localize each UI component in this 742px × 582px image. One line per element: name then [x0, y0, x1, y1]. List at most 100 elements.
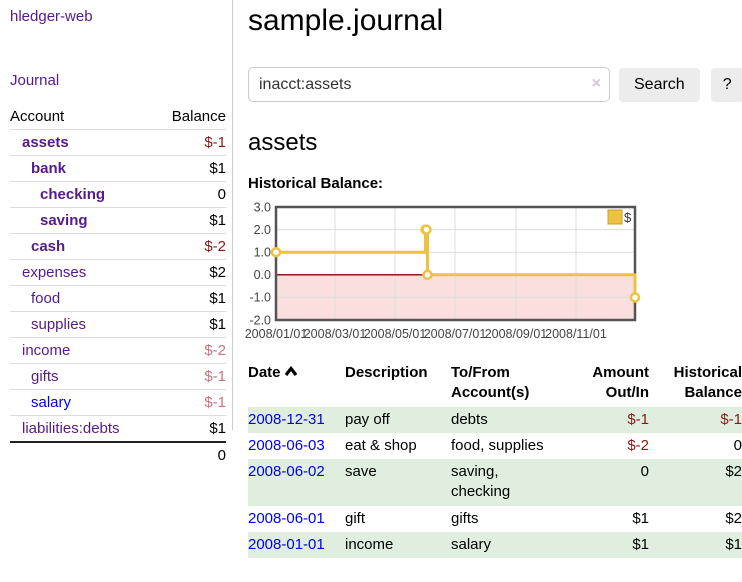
account-balance: $-2: [118, 233, 226, 260]
transaction-amount: $1: [632, 535, 649, 553]
app-title-link[interactable]: hledger-web: [10, 8, 93, 25]
account-row: expenses $2: [10, 259, 226, 286]
account-balance: $1: [118, 155, 226, 182]
account-link[interactable]: saving: [40, 212, 88, 229]
transaction-date-link[interactable]: 2008-01-01: [248, 535, 325, 553]
page-title: sample.journal: [248, 4, 444, 37]
search-input[interactable]: [248, 67, 610, 102]
accounts-total-value: 0: [118, 441, 226, 468]
account-row: bank $1: [10, 155, 226, 182]
chart-x-tick-label: 2008/07/01: [424, 327, 487, 341]
transaction-row: 2008-01-01 income salary $1 $1: [248, 531, 742, 558]
transaction-description: gift: [345, 509, 366, 527]
date-header-label: Date: [248, 364, 281, 381]
account-heading: assets: [248, 129, 318, 156]
account-balance: $2: [118, 259, 226, 286]
account-link[interactable]: income: [22, 342, 71, 359]
account-link[interactable]: bank: [31, 160, 67, 177]
sidebar-accounts-body: assets $-1 bank $1 checking 0 saving $1 cash $-2 e…: [10, 129, 226, 443]
transaction-description: income: [345, 535, 394, 553]
help-button[interactable]: ?: [710, 67, 742, 102]
account-balance: $1: [118, 285, 226, 312]
account-link[interactable]: checking: [40, 186, 106, 203]
chart-x-tick-label: 2008/09/01: [485, 327, 548, 341]
transaction-balance: $2: [725, 463, 742, 480]
account-balance: $1: [118, 207, 226, 234]
accounts-header-account: Account: [10, 104, 118, 130]
chart-x-tick-label: 2008/11/01: [545, 327, 607, 341]
accounts-table: Account Balance assets $-1 bank $1 checking 0…: [10, 104, 226, 468]
account-row: income $-2: [10, 337, 226, 364]
transaction-row: 2008-12-31 pay off debts $-1 $-1: [248, 406, 742, 433]
transaction-accounts: debts: [451, 410, 488, 428]
account-link[interactable]: supplies: [31, 316, 87, 333]
account-link[interactable]: liabilities:debts: [22, 420, 120, 437]
account-balance: $-1: [118, 389, 226, 416]
transaction-amount: 0: [640, 463, 649, 480]
transaction-date-link[interactable]: 2008-06-03: [248, 436, 325, 454]
transaction-balance: $1: [725, 535, 742, 553]
account-row: gifts $-1: [10, 363, 226, 390]
sort-ascending-icon: [284, 365, 297, 376]
column-header-description: Description: [345, 364, 428, 381]
transaction-accounts: gifts: [451, 509, 479, 527]
clear-search-icon[interactable]: ×: [591, 75, 601, 92]
chart-x-tick-label: 2008/05/01: [364, 327, 427, 341]
transaction-row: 2008-06-03 eat & shop food, supplies $-2 0: [248, 433, 742, 459]
transaction-description: eat & shop: [345, 436, 417, 454]
account-balance: $-2: [118, 337, 226, 364]
chart-legend-label: $: [624, 210, 632, 225]
account-link[interactable]: assets: [22, 134, 69, 151]
account-row: assets $-1: [10, 129, 226, 156]
account-row: supplies $1: [10, 311, 226, 338]
search-button[interactable]: Search: [619, 67, 700, 102]
account-link[interactable]: salary: [31, 394, 72, 411]
transaction-balance: $2: [725, 509, 742, 527]
sidebar-divider: [232, 0, 233, 430]
transaction-date-link[interactable]: 2008-12-31: [248, 410, 325, 428]
account-balance: $1: [118, 311, 226, 338]
account-row: salary $-1: [10, 389, 226, 416]
transaction-description: save: [345, 463, 377, 480]
chart-point: [422, 269, 433, 281]
balance-chart-svg: $3.0 2.0 1.0 0.0 -1.0 -2.02008/01/012008/03/0…: [245, 200, 641, 341]
account-link[interactable]: gifts: [31, 368, 59, 385]
transaction-date-link[interactable]: 2008-06-02: [248, 463, 325, 480]
chart-point: [629, 292, 641, 303]
chart-y-tick-label: -1.0: [249, 291, 271, 305]
account-link[interactable]: cash: [31, 238, 66, 255]
column-header-amount: Amount Out/In: [592, 364, 649, 402]
accounts-header-balance: Balance: [118, 104, 226, 130]
transaction-date-link[interactable]: 2008-06-01: [248, 509, 325, 527]
chart-x-tick-label: 2008/03/01: [304, 327, 367, 341]
account-balance: 0: [118, 181, 226, 208]
transaction-accounts: food, supplies: [451, 436, 544, 454]
balance-chart: $3.0 2.0 1.0 0.0 -1.0 -2.0 2008/01/01 2008/03/0…: [245, 200, 742, 345]
transaction-accounts: salary: [451, 535, 492, 553]
transaction-balance: $-1: [720, 410, 742, 428]
transactions-header-row: Date Description To/From Account(s) Amou…: [248, 362, 742, 407]
sidebar-item-journal[interactable]: Journal: [10, 72, 60, 89]
search-bar: × Search ?: [248, 67, 742, 102]
transactions-body: 2008-12-31 pay off debts $-1 $-1 2008-06-03 ea…: [248, 406, 742, 558]
transaction-row: 2008-06-01 gift gifts $1 $2: [248, 506, 742, 532]
transaction-amount: $-1: [627, 410, 649, 428]
account-row: saving $1: [10, 207, 226, 234]
account-row: checking 0: [10, 181, 226, 208]
column-header-accounts: To/From Account(s): [451, 364, 530, 402]
account-row: food $1: [10, 285, 226, 312]
chart-y-tick-label: 2.0: [254, 223, 271, 237]
account-link[interactable]: food: [31, 290, 61, 307]
chart-border: [274, 205, 637, 322]
column-header-balance: Historical Balance: [673, 364, 742, 402]
accounts-total-row: 0: [10, 441, 226, 468]
transaction-amount: $-2: [627, 436, 649, 454]
account-link[interactable]: expenses: [22, 264, 87, 281]
chart-point: [270, 246, 282, 258]
chart-y-tick-label: -2.0: [249, 313, 271, 327]
column-header-date[interactable]: Date: [248, 362, 345, 407]
account-balance: $1: [118, 415, 226, 443]
account-row: cash $-2: [10, 233, 226, 260]
chart-x-tick-label: 2008/01/01: [245, 327, 308, 341]
sidebar: hledger-web Journal Account Balance asse…: [0, 0, 233, 558]
